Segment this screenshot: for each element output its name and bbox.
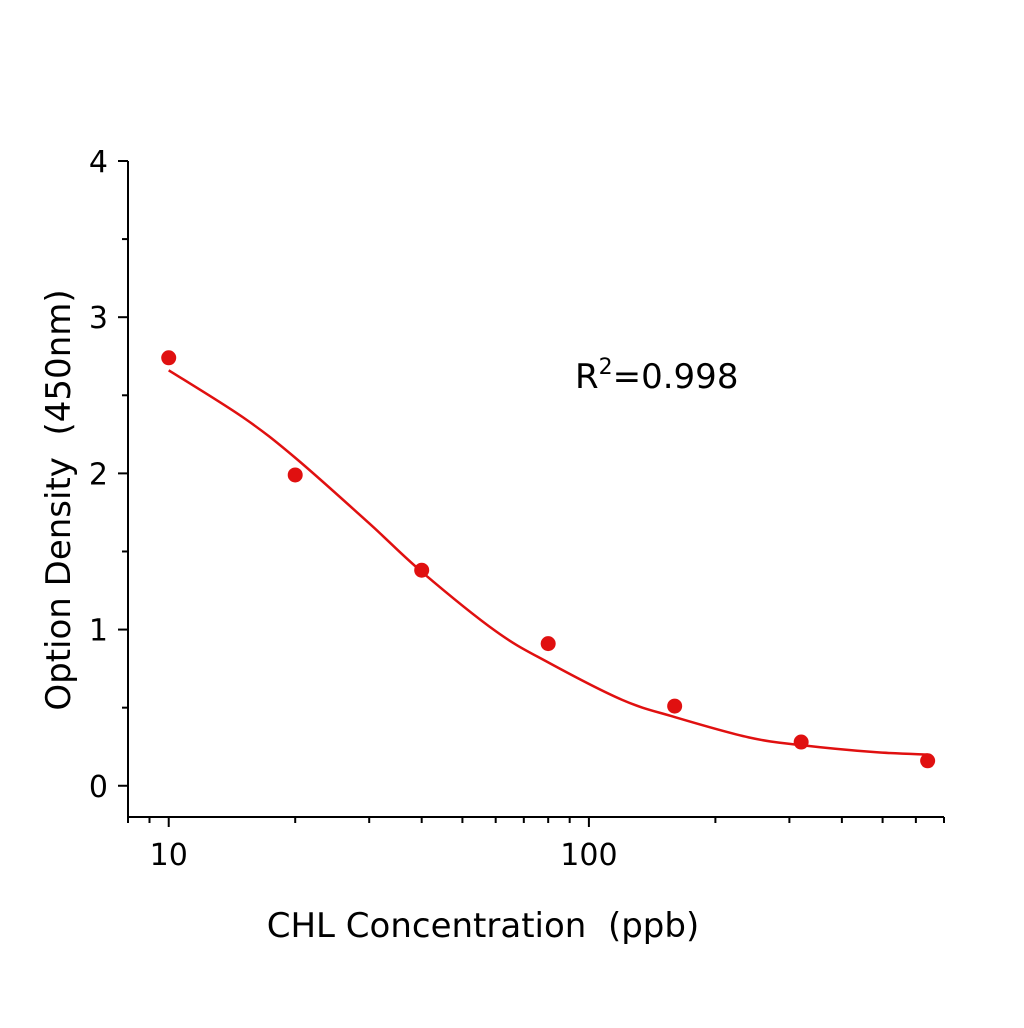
data-points xyxy=(161,350,936,769)
data-point xyxy=(667,698,683,714)
x-tick-label: 10 xyxy=(150,838,188,873)
y-tick-label: 3 xyxy=(89,301,108,336)
data-point xyxy=(287,467,303,483)
data-point xyxy=(161,350,177,366)
data-point xyxy=(540,636,556,652)
y-tick-label: 1 xyxy=(89,614,108,649)
data-point xyxy=(414,562,430,578)
y-axis-title: Option Density (450nm) xyxy=(39,289,79,710)
y-tick-label: 4 xyxy=(89,145,108,180)
data-point xyxy=(793,734,809,750)
axes: 0 1 2 3 4 10 100 xyxy=(89,145,945,873)
r-squared-annotation: R2=0.998 xyxy=(575,355,738,397)
data-point xyxy=(920,753,936,769)
x-tick-label: 100 xyxy=(560,838,617,873)
fit-curve xyxy=(168,369,928,756)
y-tick-label: 0 xyxy=(89,770,108,805)
x-axis-title: CHL Concentration (ppb) xyxy=(267,906,699,946)
y-tick-label: 2 xyxy=(89,457,108,492)
